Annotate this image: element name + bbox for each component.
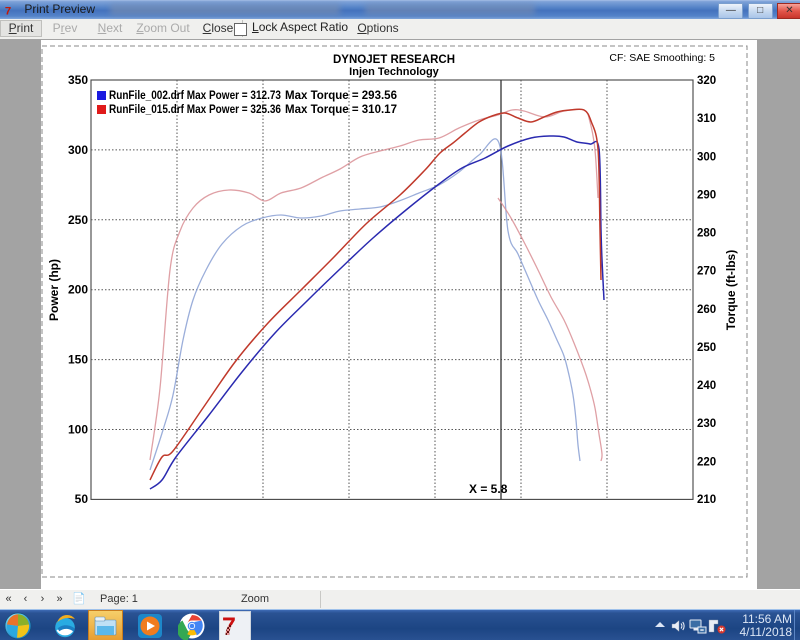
svg-text:320: 320 bbox=[697, 75, 716, 87]
svg-text:100: 100 bbox=[68, 423, 88, 437]
svg-text:RunFile_015.drf Max Power = 32: RunFile_015.drf Max Power = 325.36 bbox=[109, 104, 281, 116]
svg-text:250: 250 bbox=[697, 342, 716, 354]
svg-text:Torque (ft-lbs): Torque (ft-lbs) bbox=[724, 250, 738, 330]
svg-text:150: 150 bbox=[68, 353, 88, 367]
svg-text:RunFile_002.drf Max Power = 31: RunFile_002.drf Max Power = 312.73 bbox=[109, 90, 281, 102]
svg-text:Power (hp): Power (hp) bbox=[47, 259, 61, 321]
svg-text:270: 270 bbox=[697, 266, 716, 278]
svg-text:Max Torque = 310.17: Max Torque = 310.17 bbox=[285, 104, 397, 116]
svg-text:Max Torque = 293.56: Max Torque = 293.56 bbox=[285, 90, 397, 102]
svg-text:260: 260 bbox=[697, 304, 716, 316]
svg-text:300: 300 bbox=[697, 151, 716, 163]
svg-text:290: 290 bbox=[697, 189, 716, 201]
svg-text:220: 220 bbox=[697, 456, 716, 468]
svg-text:310: 310 bbox=[697, 113, 716, 125]
svg-text:X = 5.8: X = 5.8 bbox=[469, 482, 508, 496]
svg-text:CF: SAE Smoothing: 5: CF: SAE Smoothing: 5 bbox=[609, 52, 715, 64]
svg-text:50: 50 bbox=[75, 492, 89, 506]
svg-text:240: 240 bbox=[697, 380, 716, 392]
svg-text:350: 350 bbox=[68, 73, 88, 87]
svg-text:210: 210 bbox=[697, 494, 716, 506]
svg-text:Injen Technology: Injen Technology bbox=[349, 66, 440, 78]
svg-text:280: 280 bbox=[697, 228, 716, 240]
svg-text:300: 300 bbox=[68, 143, 88, 157]
svg-text:230: 230 bbox=[697, 418, 716, 430]
svg-text:DYNOJET RESEARCH: DYNOJET RESEARCH bbox=[333, 54, 455, 66]
svg-text:250: 250 bbox=[68, 213, 88, 227]
svg-text:200: 200 bbox=[68, 283, 88, 297]
